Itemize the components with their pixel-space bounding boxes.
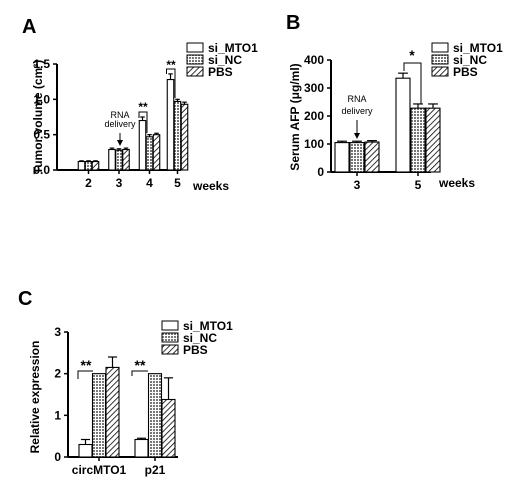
panel-letter-b: B — [286, 12, 300, 34]
legend-swatch — [431, 66, 449, 77]
x-tick-label: 3 — [116, 176, 123, 190]
y-tick-label: 3 — [54, 325, 61, 339]
legend-swatch — [186, 42, 204, 53]
legend-label: PBS — [183, 343, 208, 357]
bar — [122, 148, 130, 171]
legend-label: PBS — [453, 65, 478, 79]
bar — [91, 373, 107, 458]
significance-label: ** — [81, 357, 92, 373]
y-tick-label: 1 — [54, 408, 61, 422]
y-tick-label: 300 — [304, 81, 324, 95]
annotation-text: delivery — [104, 119, 136, 129]
legend-label: si_NC — [183, 331, 217, 345]
significance-bracket — [403, 62, 422, 104]
x-tick-label: 5 — [174, 176, 181, 190]
significance-bracket — [77, 370, 93, 379]
legend-swatch — [431, 42, 449, 53]
bar — [364, 141, 380, 173]
y-axis-label: Serum AFP (μg/ml) — [288, 63, 302, 170]
bar — [395, 77, 411, 173]
bar — [334, 142, 350, 173]
legend-swatch — [161, 320, 179, 331]
bar — [105, 366, 120, 458]
x-tick-label: 3 — [354, 178, 361, 192]
panel-letter-c: C — [18, 288, 32, 310]
y-tick-label: 1.0 — [33, 92, 50, 106]
significance-bracket — [131, 370, 148, 376]
legend-label: si_NC — [208, 53, 242, 67]
bar — [410, 107, 426, 173]
annotation-text: delivery — [341, 106, 373, 116]
significance-bracket — [138, 111, 148, 133]
bar — [425, 107, 441, 173]
y-axis-label: Relative expression — [28, 341, 42, 454]
y-axis-label: Tumor volume (cm³) — [31, 60, 45, 174]
bar — [91, 160, 100, 171]
y-tick-label: 0.0 — [33, 163, 50, 177]
x-tick-label: 5 — [415, 178, 422, 192]
legend-swatch — [161, 332, 179, 343]
x-tick-label: p21 — [145, 463, 166, 477]
bar — [349, 142, 365, 173]
legend-label: si_NC — [453, 53, 487, 67]
bar — [77, 160, 86, 171]
bar — [108, 148, 116, 171]
annotation-text: RNA — [347, 94, 366, 104]
y-tick-label: 200 — [304, 109, 324, 123]
x-tick-label: 2 — [85, 176, 92, 190]
significance-label: ** — [135, 357, 146, 373]
y-tick-label: 2 — [54, 367, 61, 381]
bar — [78, 443, 93, 458]
annotation-arrow-head — [117, 140, 123, 146]
bar — [145, 136, 154, 171]
y-tick-label: 400 — [304, 53, 324, 67]
legend-label: si_MTO1 — [453, 41, 503, 55]
x-tick-label: circMTO1 — [72, 463, 127, 477]
y-tick-label: 0.5 — [33, 128, 50, 142]
legend-swatch — [186, 66, 204, 77]
bar — [84, 160, 93, 171]
y-tick-label: 100 — [304, 137, 324, 151]
significance-label: ** — [138, 100, 148, 114]
bar — [138, 119, 147, 171]
x-tick-label: 4 — [146, 176, 153, 190]
significance-label: ** — [166, 58, 176, 72]
bar — [161, 398, 176, 458]
x-axis-label: weeks — [192, 179, 229, 193]
legend-label: si_MTO1 — [183, 319, 233, 333]
x-axis-label: weeks — [438, 176, 475, 190]
legend-swatch — [161, 344, 179, 355]
panel-letter-a: A — [22, 16, 36, 38]
legend-label: si_MTO1 — [208, 41, 258, 55]
significance-bracket — [166, 68, 176, 98]
y-tick-label: 0 — [317, 165, 324, 179]
bar — [115, 149, 123, 171]
y-tick-label: 0 — [54, 450, 61, 464]
legend-label: PBS — [208, 65, 233, 79]
bar — [152, 134, 161, 171]
legend-swatch — [186, 54, 204, 65]
annotation-arrow-head — [354, 133, 360, 139]
bar — [147, 373, 163, 458]
bar — [134, 438, 149, 458]
significance-label: * — [409, 47, 415, 63]
annotation-text: RNA — [110, 110, 129, 120]
bar — [180, 103, 189, 171]
bar — [173, 100, 182, 171]
y-tick-label: 1.5 — [33, 57, 50, 71]
bar — [166, 78, 175, 171]
legend-swatch — [431, 54, 449, 65]
